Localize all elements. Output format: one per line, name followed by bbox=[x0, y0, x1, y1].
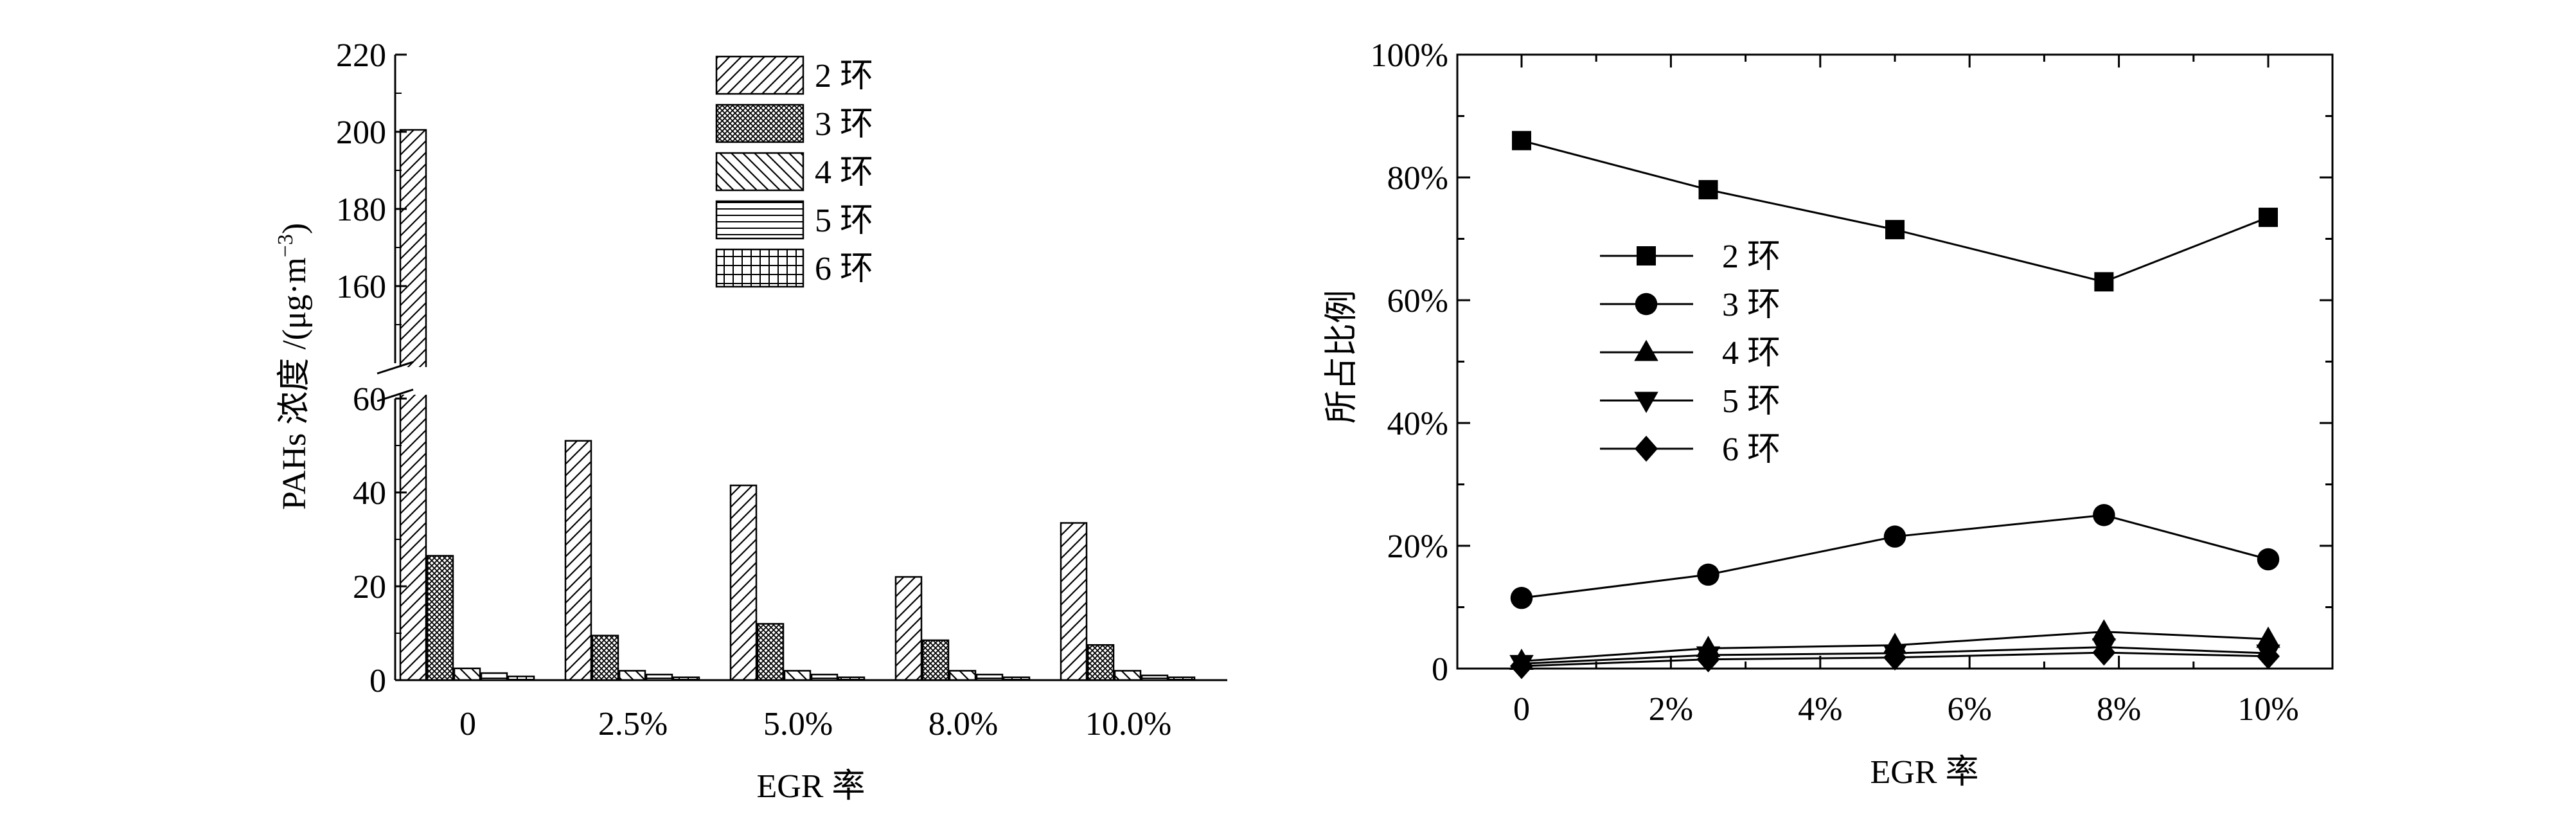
marker-circle bbox=[2257, 548, 2280, 571]
x-tick-label: 0 bbox=[459, 706, 476, 742]
bar bbox=[921, 639, 950, 681]
x-tick-label: 4% bbox=[1798, 691, 1842, 728]
bar bbox=[618, 670, 646, 681]
marker-diamond bbox=[1635, 435, 1658, 462]
y-tick-label: 200 bbox=[336, 114, 386, 151]
bar bbox=[426, 555, 454, 681]
legend-label: 5 环 bbox=[815, 203, 873, 239]
legend-swatch bbox=[715, 152, 804, 192]
legend-label: 4 环 bbox=[815, 154, 873, 191]
legend-label: 3 环 bbox=[1722, 287, 1781, 323]
marker-square bbox=[1698, 180, 1718, 200]
y-axis-title: PAHs 浓度 /(μg·m−3) bbox=[274, 223, 313, 510]
y-tick-label: 100% bbox=[1371, 37, 1448, 74]
marker-diamond bbox=[2257, 643, 2280, 670]
y-tick-label: 0 bbox=[1432, 651, 1448, 688]
series-line bbox=[1521, 140, 2269, 283]
legend-label: 6 环 bbox=[815, 251, 873, 287]
x-tick-label: 5.0% bbox=[763, 706, 833, 742]
axis-break-marks bbox=[377, 361, 414, 402]
bar bbox=[1114, 670, 1142, 681]
y-tick-label: 40% bbox=[1387, 406, 1448, 442]
marker-square bbox=[1512, 130, 1531, 150]
y-tick-label: 60% bbox=[1387, 283, 1448, 320]
bar bbox=[948, 670, 977, 681]
y-tick-label: 0 bbox=[369, 663, 386, 699]
legend-label: 5 环 bbox=[1722, 383, 1781, 420]
plot-frame bbox=[1456, 53, 2334, 670]
legend-label: 4 环 bbox=[1722, 335, 1781, 372]
y-axis-title: 所占比例 bbox=[1324, 290, 1360, 424]
x-tick-label: 10% bbox=[2237, 691, 2298, 728]
x-tick-label: 8.0% bbox=[928, 706, 998, 742]
y-tick-label: 80% bbox=[1387, 160, 1448, 197]
bar bbox=[399, 129, 427, 681]
x-axis-title: EGR 率 bbox=[756, 768, 865, 805]
y-tick-label: 40 bbox=[353, 475, 386, 512]
x-tick-label: 0 bbox=[1513, 691, 1530, 728]
bar bbox=[591, 634, 619, 681]
y-tick-label: 60 bbox=[353, 381, 386, 418]
legend-swatch bbox=[715, 55, 804, 95]
bar bbox=[1087, 644, 1115, 681]
marker-triangle-down bbox=[1634, 392, 1658, 413]
x-tick-label: 8% bbox=[2097, 691, 2141, 728]
marker-circle bbox=[1510, 586, 1533, 609]
right-chart-line: 0 20% 40% 60% 80% 100% 0 2% 4% 6% 8% 10% EGR 率 所占比例 2 … bbox=[1324, 37, 2334, 791]
legend-swatch bbox=[715, 104, 804, 143]
marker-circle bbox=[1697, 563, 1719, 586]
marker-square bbox=[1885, 220, 1905, 240]
marker-square bbox=[1637, 246, 1656, 266]
x-axis-title: EGR 率 bbox=[1870, 754, 1978, 791]
bar bbox=[783, 670, 812, 681]
marker-triangle-up bbox=[2256, 626, 2280, 648]
bar bbox=[894, 576, 923, 681]
legend-label: 3 环 bbox=[815, 106, 873, 143]
bar bbox=[1060, 522, 1088, 681]
x-tick-label: 6% bbox=[1948, 691, 1992, 728]
left-chart-bar: 0 20 40 60 160 180 200 220 0 2.5% 5.0% 8.0% 10.0% EGR… bbox=[274, 37, 1227, 805]
x-tick-label: 10.0% bbox=[1085, 706, 1171, 742]
x-tick-label: 2.5% bbox=[598, 706, 668, 742]
y-tick-label: 20% bbox=[1387, 528, 1448, 565]
marker-diamond bbox=[1883, 644, 1906, 671]
bar bbox=[453, 667, 481, 681]
axis-break-gap bbox=[376, 367, 517, 395]
bar bbox=[480, 672, 508, 681]
legend-label: 2 环 bbox=[815, 58, 873, 94]
bar bbox=[564, 440, 592, 681]
marker-diamond bbox=[1696, 646, 1720, 672]
marker-square bbox=[2259, 208, 2278, 228]
legend-swatch bbox=[715, 248, 804, 288]
legend-label: 6 环 bbox=[1722, 431, 1781, 468]
legend-label: 2 环 bbox=[1722, 239, 1781, 275]
marker-triangle-up bbox=[2092, 619, 2117, 641]
marker-triangle-up bbox=[1634, 339, 1658, 361]
y-tick-label: 20 bbox=[353, 569, 386, 606]
bar bbox=[729, 484, 758, 681]
marker-diamond bbox=[2092, 639, 2116, 666]
marker-diamond bbox=[1510, 652, 1533, 680]
marker-circle bbox=[1635, 292, 1658, 316]
marker-circle bbox=[2093, 504, 2115, 526]
y-tick-label: 160 bbox=[336, 269, 386, 305]
bar bbox=[756, 623, 785, 681]
marker-square bbox=[2094, 272, 2114, 292]
y-tick-label: 220 bbox=[336, 37, 386, 74]
marker-circle bbox=[1883, 525, 1906, 548]
x-tick-label: 2% bbox=[1649, 691, 1693, 728]
y-tick-label: 180 bbox=[336, 192, 386, 228]
legend-swatch bbox=[715, 200, 804, 240]
